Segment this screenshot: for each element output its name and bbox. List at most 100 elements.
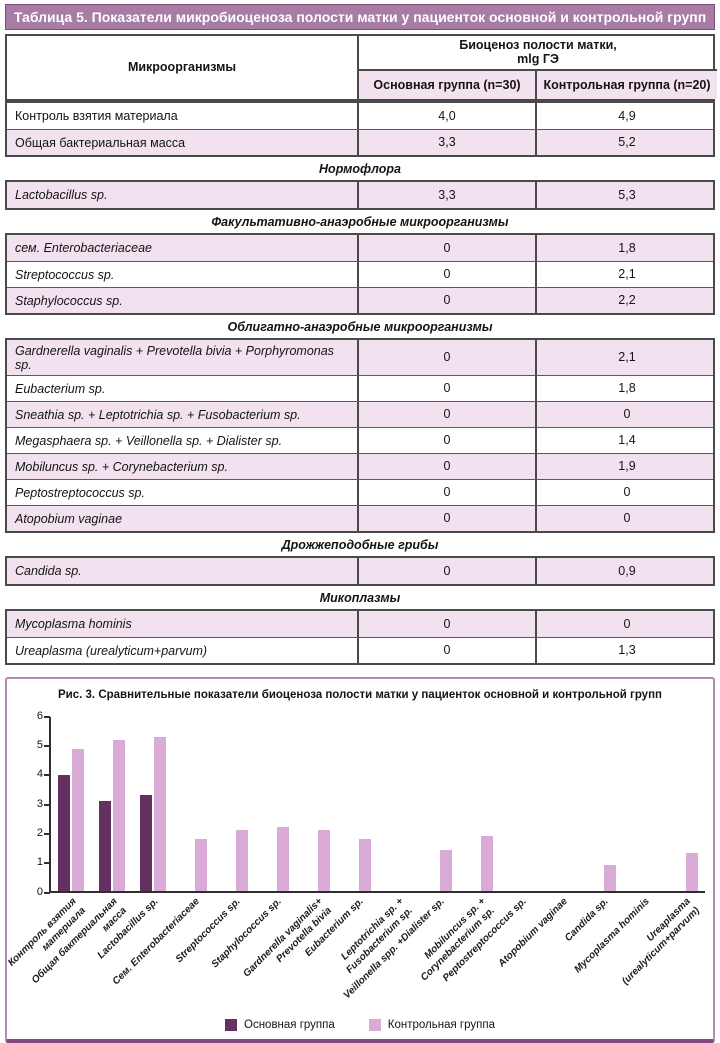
cell-microorganism: Lactobacillus sp. xyxy=(15,188,108,203)
cell-control-value: 1,4 xyxy=(535,427,717,453)
category-slot: Mycoplasma hominis xyxy=(572,717,664,975)
cell-main-value: 3,3 xyxy=(357,129,535,155)
table-row: Ureaplasma (urealyticum+parvum) 0 1,3 xyxy=(7,636,713,663)
bar-pair xyxy=(385,717,411,891)
category-slot: Veillonella spp. +Dialister sp. xyxy=(342,717,460,1001)
table-row: Staphylococcus sp. 0 2,2 xyxy=(7,286,713,313)
cell-control-value: 2,1 xyxy=(535,339,717,375)
cell-microorganism: Gardnerella vaginalis + Prevotella bivia… xyxy=(15,343,334,372)
table-row: Peptostreptococcus sp. 0 0 xyxy=(7,478,713,505)
microbiocenosis-table: Микроорганизмы Биоценоз полости матки, m… xyxy=(5,34,717,665)
table-row: Mycoplasma hominis 0 0 xyxy=(7,610,713,637)
y-axis-tick-label: 3 xyxy=(36,797,43,810)
table-row: Streptococcus sp. 0 2,1 xyxy=(7,260,713,287)
cell-main-value: 0 xyxy=(357,427,535,453)
table-row: сем. Enterobacteriaceae 0 1,8 xyxy=(7,234,713,261)
table-body: Контроль взятия материала 4,0 4,9 Общая бак… xyxy=(5,100,717,665)
category-slot: Eubacterium sp. xyxy=(303,717,378,959)
cell-main-value: 0 xyxy=(357,505,535,531)
table-segment: Gardnerella vaginalis + Prevotella bivia… xyxy=(5,337,717,533)
cell-main-value: 0 xyxy=(357,557,535,584)
bar-pair xyxy=(590,717,616,891)
bar-control xyxy=(685,853,698,891)
cell-control-value: 0,9 xyxy=(535,557,717,584)
bar-control xyxy=(195,838,208,891)
cell-microorganism: Atopobium vaginae xyxy=(15,511,123,526)
col-header-control-group: Контрольная группа (n=20) xyxy=(535,70,717,99)
cell-main-value: 0 xyxy=(357,234,535,261)
col-header-microorganisms: Микроорганизмы xyxy=(127,60,237,75)
bar-control xyxy=(603,864,616,891)
category-slot: Lactobacillus sp. xyxy=(96,717,174,961)
table-segment: Mycoplasma hominis 0 0 Ureaplasma (urealyti… xyxy=(5,608,715,665)
category-slot: Candida sp. xyxy=(563,717,623,944)
y-axis-tick-label: 1 xyxy=(36,856,43,869)
cell-microorganism: Staphylococcus sp. xyxy=(15,293,123,308)
cell-control-value: 0 xyxy=(535,505,717,531)
cell-main-value: 0 xyxy=(357,261,535,287)
cell-main-value: 0 xyxy=(357,610,535,637)
legend-swatch-icon xyxy=(368,1018,381,1031)
bar-pair xyxy=(304,717,330,891)
category-slot: Peptostreptococcus sp. xyxy=(441,717,542,984)
figure-title: Рис. 3. Сравнительные показатели биоцено… xyxy=(58,688,662,701)
y-axis-tick-mark xyxy=(44,862,50,865)
cell-microorganism: Peptostreptococcus sp. xyxy=(15,485,145,500)
bar-control xyxy=(358,838,371,891)
table-row: Mobiluncus sp. + Corynebacterium sp. 0 1,9 xyxy=(7,452,713,479)
cell-control-value: 5,2 xyxy=(535,129,717,155)
cell-microorganism: Общая бактериальная масса xyxy=(15,135,186,150)
bar-pair xyxy=(672,717,698,891)
cell-control-value: 0 xyxy=(535,401,717,427)
bar-pair xyxy=(58,717,85,891)
bar-slots: Контроль взятия материала Общая бактериал… xyxy=(7,717,705,1001)
bar-pair xyxy=(263,717,289,891)
bar-main xyxy=(99,800,112,891)
cell-main-value: 0 xyxy=(357,375,535,401)
table-row: Lactobacillus sp. 3,3 5,3 xyxy=(7,181,713,208)
section-row: Облигатно-анаэробные микроорганизмы xyxy=(227,319,493,334)
bar-control xyxy=(481,835,494,891)
cell-control-value: 1,8 xyxy=(535,234,717,261)
y-axis-tick-label: 0 xyxy=(36,885,43,898)
cell-microorganism: сем. Enterobacteriaceae xyxy=(15,241,152,256)
category-slot: Atopobium vaginae xyxy=(496,717,583,969)
category-slot: Контроль взятия материала xyxy=(7,717,92,968)
category-slot: Общая бактериальная масса xyxy=(30,717,133,986)
section-row: Микоплазмы xyxy=(319,590,401,605)
cell-microorganism: Контроль взятия материала xyxy=(15,109,178,124)
cell-control-value: 1,9 xyxy=(535,453,717,479)
y-axis-tick-label: 5 xyxy=(36,739,43,752)
table-row: Eubacterium sp. 0 1,8 xyxy=(7,374,713,401)
cell-control-value: 4,9 xyxy=(535,102,717,129)
table-segment: Lactobacillus sp. 3,3 5,3 xyxy=(5,179,715,210)
cell-microorganism: Sneathia sp. + Leptotrichia sp. + Fusoba… xyxy=(15,407,301,422)
y-axis-tick-mark xyxy=(44,745,50,748)
cell-main-value: 0 xyxy=(357,401,535,427)
table-row: Общая бактериальная масса 3,3 5,2 xyxy=(7,128,713,155)
col-header-biocenosis: Биоценоз полости матки, mlg ГЭ xyxy=(357,36,717,71)
legend-item: Основная группа xyxy=(225,1018,335,1031)
category-slot: Streptococcus sp. xyxy=(174,717,256,965)
cell-main-value: 3,3 xyxy=(357,181,535,208)
chart-legend: Основная группа Контрольная группа xyxy=(7,1018,713,1031)
legend-label: Основная группа xyxy=(244,1018,335,1031)
y-axis-tick-mark xyxy=(44,774,50,777)
cell-control-value: 5,3 xyxy=(535,181,717,208)
y-axis-tick-label: 2 xyxy=(36,827,43,840)
category-slot: Staphylococcus sp. xyxy=(209,717,296,970)
table-row: Megasphaera sp. + Veillonella sp. + Dial… xyxy=(7,426,713,453)
table-row: Candida sp. 0 0,9 xyxy=(7,557,713,584)
y-axis-tick-mark xyxy=(44,715,50,718)
y-axis-tick-mark xyxy=(44,803,50,806)
cell-microorganism: Ureaplasma (urealyticum+parvum) xyxy=(15,643,208,658)
section-row: Факультативно-анаэробные микроорганизмы xyxy=(211,214,509,229)
bar-control xyxy=(276,826,289,891)
bar-pair xyxy=(426,717,453,891)
table-segment: сем. Enterobacteriaceae 0 1,8 Streptococcus… xyxy=(5,232,715,315)
y-axis-tick-label: 6 xyxy=(36,709,43,722)
cell-main-value: 0 xyxy=(357,453,535,479)
cell-microorganism: Streptococcus sp. xyxy=(15,267,115,282)
cell-microorganism: Mobiluncus sp. + Corynebacterium sp. xyxy=(15,459,228,474)
cell-main-value: 0 xyxy=(357,479,535,505)
